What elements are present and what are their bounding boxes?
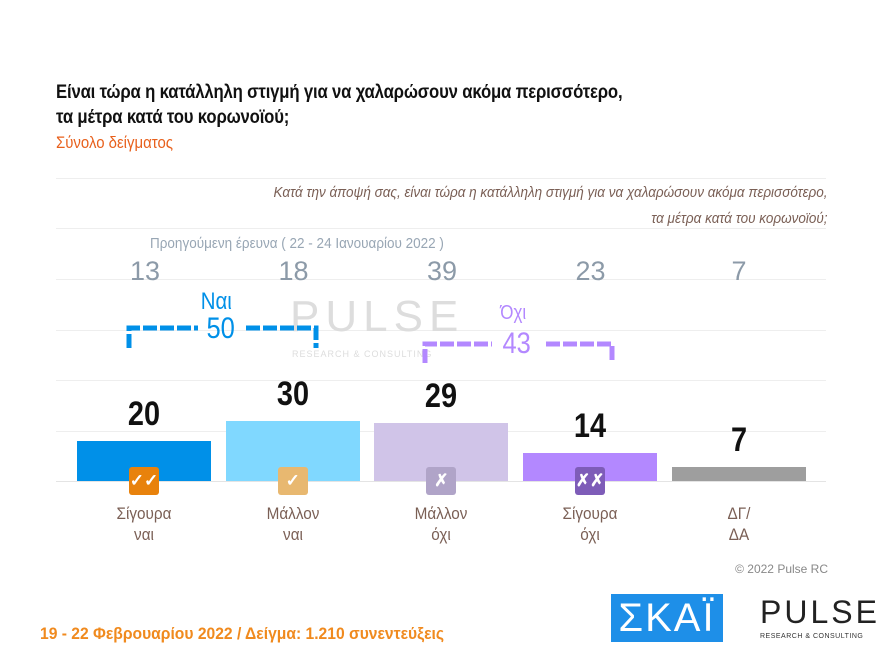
cross-icon: ✗ [426, 467, 457, 495]
bar [671, 467, 806, 481]
skai-logo: ΣΚΑΪ [611, 594, 723, 642]
double-check-icon: ✓✓ [129, 467, 159, 495]
gridline [56, 228, 826, 229]
gridline [56, 178, 826, 179]
previous-value: 7 [731, 256, 747, 286]
category-label-line: ΔΑ [728, 525, 750, 544]
group-bracket [546, 341, 615, 363]
category-label: Μάλλον όχι [381, 503, 502, 545]
question-text: Κατά την άποψή σας, είναι τώρα η κατάλλη… [274, 180, 828, 232]
chart-subtitle: Σύνολο δείγματος [56, 133, 173, 152]
pulse-logo-sub: RESEARCH & CONSULTING [760, 633, 864, 640]
data-label: 14 [574, 407, 607, 445]
group-bracket [422, 341, 492, 363]
data-label: 20 [127, 395, 161, 433]
previous-value: 23 [575, 256, 606, 286]
category-label-line: ΔΓ/ [727, 504, 751, 523]
gridline [56, 330, 826, 331]
pulse-logo: PULSE [760, 594, 880, 630]
category-label-line: Μάλλον [266, 504, 320, 523]
category-label-line: Μάλλον [414, 504, 468, 523]
category-label-line: ναι [134, 525, 154, 544]
previous-value: 18 [278, 256, 309, 286]
survey-info: 19 - 22 Φεβρουαρίου 2022 / Δείγμα: 1.210… [40, 624, 444, 643]
category-label: Σίγουρα ναι [84, 503, 205, 545]
group-label-yes: Ναι [200, 288, 232, 315]
group-bracket [246, 325, 319, 348]
group-total-no: 43 [502, 327, 531, 360]
group-bracket [126, 325, 198, 348]
chart-title: Είναι τώρα η κατάλληλη στιγμή για να χαλ… [56, 82, 623, 128]
copyright: © 2022 Pulse RC [735, 562, 828, 576]
double-cross-icon: ✗✗ [575, 467, 606, 495]
previous-survey-label: Προηγούμενη έρευνα ( 22 - 24 Ιανουαρίου … [150, 235, 444, 252]
previous-value: 39 [426, 256, 458, 286]
previous-value: 13 [129, 256, 161, 286]
category-label: Σίγουρα όχι [530, 503, 651, 545]
category-label-line: Σίγουρα [562, 504, 618, 523]
gridline [56, 380, 826, 381]
gridline [56, 279, 826, 280]
category-label-line: όχι [580, 525, 600, 544]
data-label: 7 [730, 421, 747, 459]
question-line: τα μέτρα κατά του κορωνοϊού; [651, 210, 828, 227]
group-label-no: Όχι [500, 302, 527, 324]
data-label: 30 [276, 375, 309, 413]
question-line: Κατά την άποψή σας, είναι τώρα η κατάλλη… [274, 184, 828, 201]
category-label-line: ναι [282, 525, 303, 544]
watermark-sub: RESEARCH & CONSULTING [292, 349, 433, 359]
check-icon: ✓ [277, 467, 308, 495]
category-label: ΔΓ/ΔΑ [678, 503, 799, 545]
category-label-line: όχι [431, 525, 452, 544]
category-label-line: Σίγουρα [116, 504, 172, 523]
group-total-yes: 50 [206, 312, 235, 345]
category-label: Μάλλον ναι [232, 503, 353, 545]
data-label: 29 [425, 377, 458, 415]
